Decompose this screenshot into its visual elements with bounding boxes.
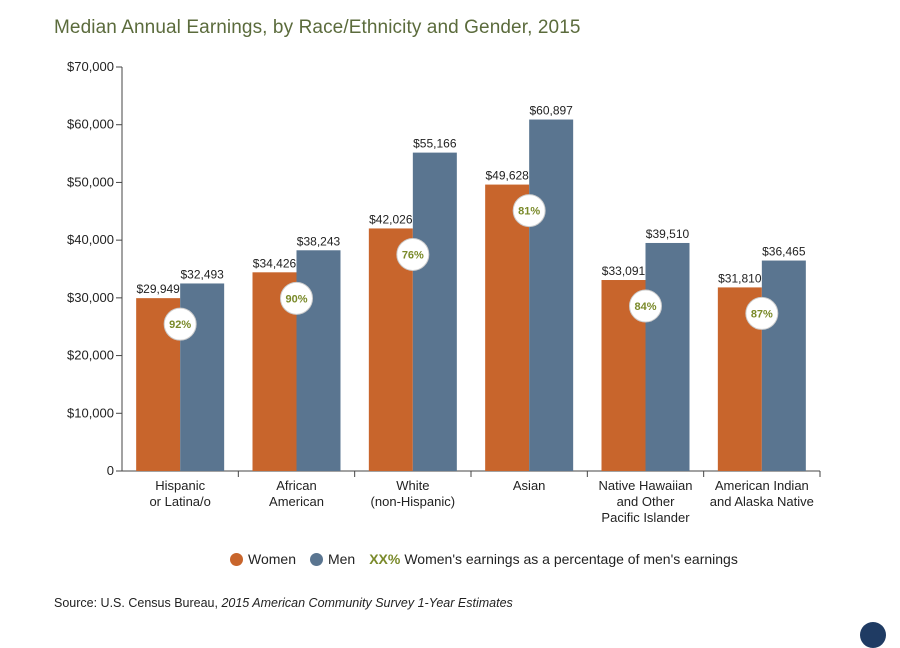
x-category-label: (non-Hispanic) — [371, 494, 456, 509]
percentage-badge — [163, 307, 197, 341]
legend-men-swatch — [309, 552, 323, 566]
bar-men — [529, 119, 574, 471]
y-tick-label: $10,000 — [67, 405, 114, 420]
chart-title: Median Annual Earnings, by Race/Ethnicit… — [54, 17, 581, 38]
percentage-badge — [512, 194, 546, 228]
bar-men-value-label: $55,166 — [413, 137, 457, 151]
legend-women: Women — [230, 551, 296, 567]
bar-men-value-label: $39,510 — [646, 227, 690, 241]
percentage-label: 76% — [402, 249, 424, 261]
legend: Women Men XX% Women's earnings as a perc… — [230, 551, 752, 567]
bar-women-value-label: $33,091 — [602, 264, 646, 278]
bar-women-value-label: $34,426 — [253, 256, 297, 270]
percentage-label: 90% — [285, 293, 307, 305]
x-category-label: and Alaska Native — [710, 494, 814, 509]
bar-women-value-label: $29,949 — [136, 282, 180, 296]
y-tick-label: $20,000 — [67, 348, 114, 363]
x-category-label: Hispanic — [155, 478, 205, 493]
bar-men — [412, 152, 457, 471]
legend-women-swatch — [230, 552, 243, 566]
y-tick-label: 0 — [107, 463, 114, 478]
bar-men — [645, 242, 690, 471]
bar-women-value-label: $49,628 — [485, 169, 529, 183]
bar-chart: 0 $10,000 $20,000 $30,000 $40,000 $50,000 $60,… — [67, 59, 821, 525]
percentage-label: 87% — [751, 308, 773, 320]
y-tick-label: $70,000 — [67, 59, 114, 74]
x-category-label: or Latina/o — [149, 494, 210, 509]
legend-percentage-symbol: XX% — [369, 551, 401, 567]
percentage-badge — [629, 289, 662, 323]
bar-men-value-label: $38,243 — [297, 234, 341, 248]
x-category-label: African — [276, 478, 316, 493]
legend-men: Men — [309, 551, 356, 567]
percentage-label: 84% — [634, 301, 656, 313]
x-category-label: Asian — [513, 478, 546, 493]
y-tick-label: $30,000 — [67, 290, 114, 305]
legend-percentage-label: Women's earnings as a percentage of men'… — [404, 551, 738, 567]
legend-women-label: Women — [248, 551, 296, 567]
publisher-logo — [860, 622, 886, 648]
legend-men-label: Men — [327, 551, 356, 567]
bar-men-value-label: $36,465 — [762, 245, 806, 259]
source-title: 2015 American Community Survey 1-Year Es… — [221, 596, 513, 610]
bar-women-value-label: $31,810 — [718, 271, 762, 285]
legend-percentage: XX% Women's earnings as a percentage of … — [369, 551, 738, 567]
x-category-label: Pacific Islander — [601, 510, 690, 525]
source-prefix: Source: U.S. Census Bureau, — [54, 596, 222, 610]
percentage-badge — [280, 281, 313, 315]
bar-women — [485, 184, 530, 471]
y-tick-label: $50,000 — [67, 174, 114, 189]
x-category-label: Native Hawaiian — [599, 478, 693, 493]
x-category-label: American Indian — [715, 478, 809, 493]
bar-men-value-label: $60,897 — [529, 104, 573, 118]
bar-men — [761, 260, 806, 471]
percentage-label: 81% — [518, 206, 540, 218]
percentage-badge — [396, 237, 430, 271]
y-tick-label: $60,000 — [67, 117, 114, 132]
source-note: Source: U.S. Census Bureau, 2015 America… — [54, 596, 513, 610]
x-category-label: American — [269, 494, 324, 509]
x-category-label: and Other — [617, 494, 675, 509]
percentage-label: 92% — [169, 319, 191, 331]
y-tick-label: $40,000 — [67, 232, 114, 247]
x-category-label: White — [396, 478, 429, 493]
percentage-badge — [745, 296, 779, 330]
bar-men-value-label: $32,493 — [180, 267, 224, 281]
bar-women-value-label: $42,026 — [369, 212, 413, 226]
